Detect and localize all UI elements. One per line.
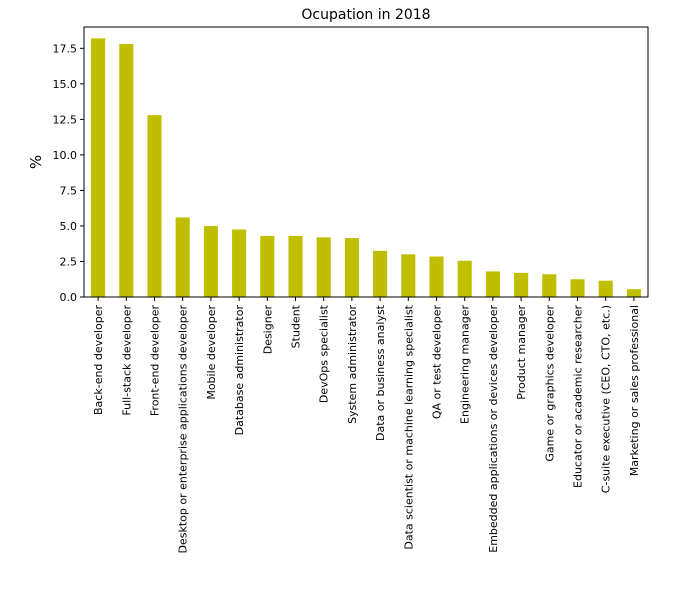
x-tick-label: Desktop or enterprise applications devel… — [177, 305, 190, 554]
x-tick-label: Game or graphics developer — [543, 305, 556, 462]
x-tick-label: Embedded applications or devices develop… — [487, 305, 500, 553]
x-tick-label: Educator or academic researcher — [572, 305, 585, 488]
y-tick-label: 2.5 — [60, 255, 78, 268]
bar — [288, 235, 303, 297]
x-tick-label: Marketing or sales professional — [628, 305, 641, 476]
x-axis: Back-end developer Full-stack developer Fr… — [92, 297, 641, 554]
y-tick-label: 0.0 — [60, 291, 78, 304]
bar — [147, 115, 162, 298]
plot-frame — [83, 26, 649, 298]
x-tick-label: Designer — [261, 305, 274, 355]
bar — [626, 289, 641, 297]
bar — [514, 272, 529, 297]
bar — [598, 280, 613, 297]
x-tick-label: DevOps specialist — [318, 304, 331, 403]
bar — [485, 271, 500, 297]
x-tick-label: Data or business analyst — [374, 304, 387, 441]
x-tick-label: QA or test developer — [431, 305, 444, 420]
x-tick-label: Back-end developer — [92, 305, 105, 415]
y-tick-label: 12.5 — [53, 113, 78, 126]
y-axis: 0.0 2.5 5.0 7.5 10.0 12.5 15.0 17.5 — [53, 42, 84, 304]
y-tick-label: 7.5 — [60, 184, 78, 197]
y-axis-label: % — [27, 155, 45, 169]
bar — [175, 217, 190, 297]
x-tick-label: C-suite executive (CEO, CTO, etc.) — [600, 305, 613, 493]
bar — [203, 225, 218, 297]
x-tick-label: Front-end developer — [149, 305, 162, 417]
x-tick-label: Student — [290, 304, 303, 348]
x-tick-label: Product manager — [515, 305, 528, 400]
y-tick-label: 17.5 — [53, 42, 78, 55]
bar — [373, 250, 388, 297]
x-tick-label: System administrator — [346, 305, 359, 424]
bar — [91, 38, 106, 298]
x-tick-label: Full-stack developer — [120, 305, 133, 416]
y-tick-label: 15.0 — [53, 78, 78, 91]
x-tick-label: Mobile developer — [205, 305, 218, 400]
bar — [570, 279, 585, 297]
bar — [429, 256, 444, 297]
y-tick-label: 5.0 — [60, 220, 78, 233]
bar — [119, 44, 134, 298]
x-tick-label: Engineering manager — [459, 305, 472, 424]
bar — [401, 254, 416, 297]
bar — [232, 229, 247, 297]
x-tick-label: Database administrator — [233, 305, 246, 436]
chart-title: Ocupation in 2018 — [301, 7, 430, 23]
bar — [316, 237, 331, 297]
bar — [344, 238, 359, 297]
bar — [542, 274, 557, 297]
bar — [260, 235, 275, 297]
x-tick-label: Data scientist or machine learning speci… — [402, 304, 415, 549]
bar — [457, 260, 472, 297]
y-tick-label: 10.0 — [53, 149, 78, 162]
bars-group — [91, 38, 641, 298]
